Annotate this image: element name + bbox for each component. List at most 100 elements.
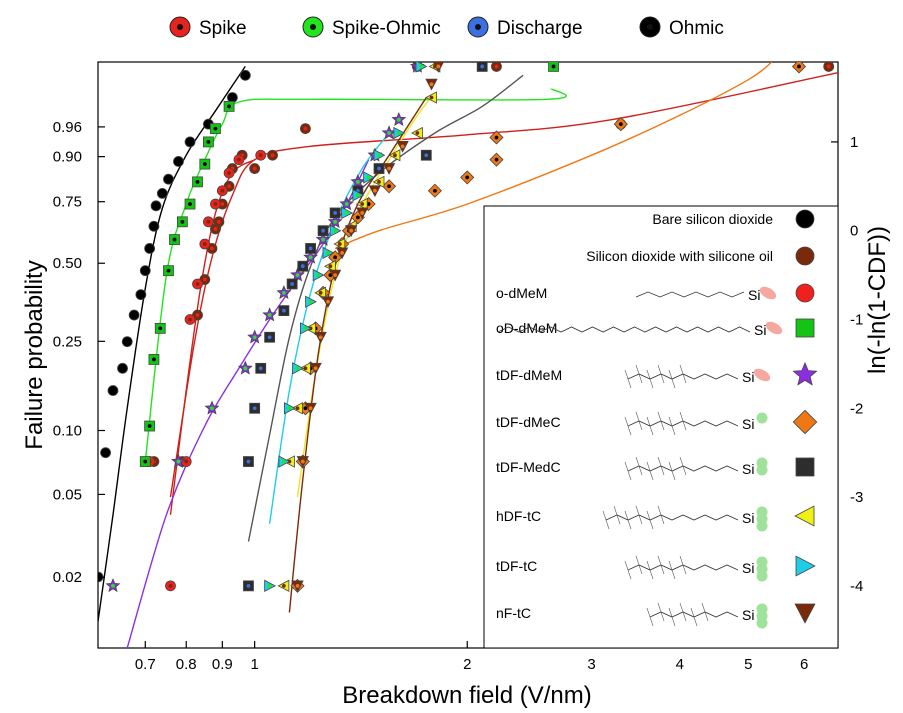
molecule-f-bond xyxy=(646,607,651,618)
molecule-f-bond xyxy=(682,373,687,384)
data-points xyxy=(98,62,835,593)
data-point-center xyxy=(303,406,308,411)
x-tick-label: 0.8 xyxy=(176,656,197,673)
molecule-f-bond xyxy=(690,607,695,618)
molecule-f-bond xyxy=(624,369,629,380)
data-point-center xyxy=(210,246,214,251)
y2-tick-label: -1 xyxy=(850,311,863,328)
data-point-center xyxy=(429,82,434,87)
inset-legend-label: nF-tC xyxy=(496,605,531,621)
data-point-center xyxy=(267,313,272,317)
y-axis-right: 1 0 -1 -2 -3 -4 xyxy=(831,134,863,595)
inset-legend-marker xyxy=(792,361,818,386)
molecule-f-bond xyxy=(679,602,684,613)
data-point-center xyxy=(147,424,152,428)
data-point-center xyxy=(826,64,831,69)
data-point-center xyxy=(396,117,401,122)
inset-legend: Bare silicon dioxide Silicon dioxide with… xyxy=(483,205,839,649)
data-point-center xyxy=(295,406,300,411)
data-point-center xyxy=(281,459,286,464)
molecule-f-bond xyxy=(679,555,684,566)
data-point-center xyxy=(360,202,365,206)
y2-axis-title: ln(-ln(1-CDF)) xyxy=(864,226,891,374)
data-point-center xyxy=(396,131,401,135)
data-point-center xyxy=(258,366,263,371)
data-point-center xyxy=(308,255,313,260)
molecule-si: Si xyxy=(754,322,766,338)
fit-curve xyxy=(247,74,524,542)
y-tick-label: 0.75 xyxy=(53,194,82,211)
molecule-f-bond xyxy=(638,514,643,525)
molecule-f-bond xyxy=(671,616,676,627)
data-point xyxy=(150,200,162,212)
data-point-center xyxy=(400,144,405,149)
data-point-center xyxy=(355,193,360,198)
data-point-center xyxy=(308,406,313,411)
data-point-center xyxy=(313,366,318,371)
inset-box xyxy=(483,205,839,649)
inset-legend-label: tDF-dMeM xyxy=(496,367,562,383)
molecule-f-bond xyxy=(679,411,684,422)
molecule-structure: Si xyxy=(635,286,777,303)
inset-legend-marker xyxy=(792,409,818,435)
molecule-f-bond xyxy=(649,470,654,481)
y-tick-label: 0.10 xyxy=(53,423,82,440)
data-point-center xyxy=(227,104,231,109)
data-point-center xyxy=(195,282,200,286)
data-point-center xyxy=(387,131,391,135)
molecule-f-bond xyxy=(635,411,640,422)
inset-legend-label: tDF-dMeC xyxy=(496,414,561,430)
fit-curve xyxy=(268,132,390,524)
molecule-head xyxy=(765,321,783,335)
molecule-f-bond xyxy=(646,510,651,521)
molecule-si: Si xyxy=(742,416,754,432)
data-point-center xyxy=(366,202,371,206)
molecule-f-bond xyxy=(616,514,621,525)
data-point xyxy=(184,136,196,148)
y-axis-title: Failure probability xyxy=(21,260,48,449)
molecule-f-bond xyxy=(649,425,654,436)
data-point-center xyxy=(213,202,218,206)
x-tick-label: 1 xyxy=(250,656,258,673)
data-point-center xyxy=(333,219,338,224)
data-point-center xyxy=(210,406,214,411)
molecule-head xyxy=(756,464,768,476)
inset-legend-item: oD-dMeM Si xyxy=(496,318,815,338)
molecule-f-bond xyxy=(668,369,673,380)
data-point-center xyxy=(340,250,345,255)
data-point-center xyxy=(143,459,148,464)
molecule-si: Si xyxy=(742,510,754,526)
molecule-f-bond xyxy=(701,602,706,613)
data-point-center xyxy=(158,326,163,331)
molecule-f-bond xyxy=(602,510,607,521)
x-tick-label: 3 xyxy=(587,656,595,673)
molecule-f-bond xyxy=(657,411,662,422)
molecule-structure: Si xyxy=(624,411,768,436)
data-point-center xyxy=(220,188,225,193)
y-tick-label: 0.25 xyxy=(53,333,82,350)
molecule-f-bond xyxy=(646,416,651,427)
data-point-center xyxy=(172,237,177,242)
data-point-center xyxy=(166,268,171,273)
inset-legend-item: tDF-dMeC Si xyxy=(496,409,818,436)
data-point-center xyxy=(321,228,325,233)
data-point-center xyxy=(377,179,381,184)
molecule-f-bond xyxy=(668,560,673,571)
data-point-center xyxy=(333,273,338,277)
data-point-center xyxy=(237,157,241,162)
data-point-center xyxy=(295,366,300,371)
data-point-center xyxy=(270,153,275,158)
data-point-center xyxy=(308,246,313,251)
data-point-center xyxy=(372,188,377,193)
x-tick-label: 0.9 xyxy=(212,656,233,673)
data-point-center xyxy=(321,237,325,242)
molecule-f-bond xyxy=(627,425,632,436)
molecule-structure: Si xyxy=(624,456,768,481)
inset-legend-marker xyxy=(795,457,815,477)
molecule-structure: Si xyxy=(497,321,783,338)
molecule-f-bond xyxy=(649,378,654,389)
molecule-f-bond xyxy=(668,607,673,618)
data-point-center xyxy=(202,162,207,167)
data-point xyxy=(239,69,251,81)
data-point-center xyxy=(436,64,441,69)
